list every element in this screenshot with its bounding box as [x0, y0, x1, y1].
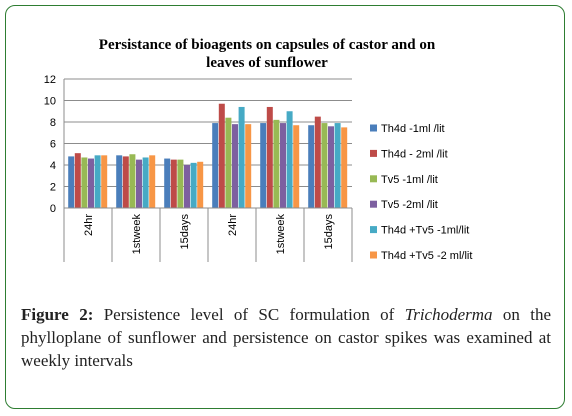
bar — [232, 124, 238, 208]
legend-swatch — [370, 200, 377, 208]
legend-label: Tv5 -1ml /lit — [381, 174, 438, 186]
legend-label: Th4d +Tv5 -1ml/lit — [381, 225, 469, 237]
y-tick-label: 0 — [50, 203, 56, 215]
legend-label: Th4d +Tv5 -2 ml/lit — [381, 250, 472, 262]
axes: 0 2 4 6 8 10 12 24hr 1stweek 15days 24hr 1stweek 15d… — [44, 74, 353, 262]
legend-label: Th4d - 2ml /lit — [381, 148, 448, 160]
x-category-label: 24hr — [83, 214, 95, 236]
bar — [245, 124, 252, 208]
bar — [314, 116, 321, 208]
caption-italic-term: Trichoderma — [404, 305, 493, 324]
bar — [334, 123, 341, 208]
bar — [190, 162, 197, 208]
bar — [286, 111, 293, 208]
legend-label: Tv5 -2ml /lit — [381, 199, 438, 211]
bar — [184, 165, 190, 208]
bar — [116, 155, 123, 208]
bar — [212, 123, 219, 208]
bar — [81, 157, 88, 208]
y-tick-label: 4 — [50, 160, 56, 172]
legend-swatch — [370, 226, 377, 234]
bar — [321, 123, 328, 208]
bar — [177, 159, 184, 208]
bar — [164, 158, 171, 208]
bar — [293, 125, 300, 208]
bar — [88, 158, 94, 208]
bars — [68, 103, 348, 208]
bar — [129, 154, 136, 208]
bar — [273, 119, 280, 208]
figure-caption: Figure 2: Persistence level of SC formul… — [21, 303, 551, 372]
y-tick-label: 12 — [44, 74, 56, 86]
bar — [260, 123, 267, 208]
bar-chart: Persistance of bioagents on capsules of … — [44, 37, 472, 262]
x-category-label: 1stweek — [275, 214, 287, 255]
bar — [101, 155, 108, 208]
legend-label: Th4d -1ml /lit — [381, 123, 445, 135]
bar — [142, 157, 149, 208]
y-tick-label: 6 — [50, 139, 56, 151]
y-tick-label: 10 — [44, 96, 56, 108]
legend-swatch — [370, 175, 377, 183]
legend-swatch — [370, 149, 377, 157]
legend: Th4d -1ml /lit Th4d - 2ml /lit Tv5 -1ml /l… — [370, 123, 472, 262]
caption-text-after: on the phylloplane of sunflower and pers… — [21, 305, 551, 370]
bar — [122, 156, 129, 208]
x-category-label: 15days — [179, 214, 191, 250]
caption-text-before: Persistence level of SC formulation of — [93, 305, 405, 324]
x-category-label: 15days — [323, 214, 335, 250]
bar — [328, 126, 334, 208]
bar — [94, 155, 101, 208]
bar — [266, 106, 273, 208]
legend-swatch — [370, 251, 377, 259]
y-tick-label: 8 — [50, 117, 56, 129]
bar — [238, 106, 245, 208]
legend-swatch — [370, 124, 377, 132]
bar — [68, 156, 75, 208]
bar — [74, 153, 81, 208]
bar — [170, 159, 177, 208]
x-category-label: 1stweek — [131, 214, 143, 255]
gridlines — [64, 78, 352, 187]
bar — [280, 123, 286, 208]
chart-title-line-1: Persistance of bioagents on capsules of … — [99, 37, 436, 53]
bar — [136, 159, 142, 208]
caption-label: Figure 2: — [21, 305, 94, 324]
bar — [197, 161, 204, 208]
bar — [149, 155, 156, 208]
bar — [218, 103, 225, 208]
x-category-label: 24hr — [227, 214, 239, 236]
bar — [225, 117, 232, 208]
chart-title-line-2: leaves of sunflower — [206, 55, 328, 71]
bar — [341, 127, 348, 208]
y-tick-label: 2 — [50, 182, 56, 194]
bar — [308, 125, 315, 208]
